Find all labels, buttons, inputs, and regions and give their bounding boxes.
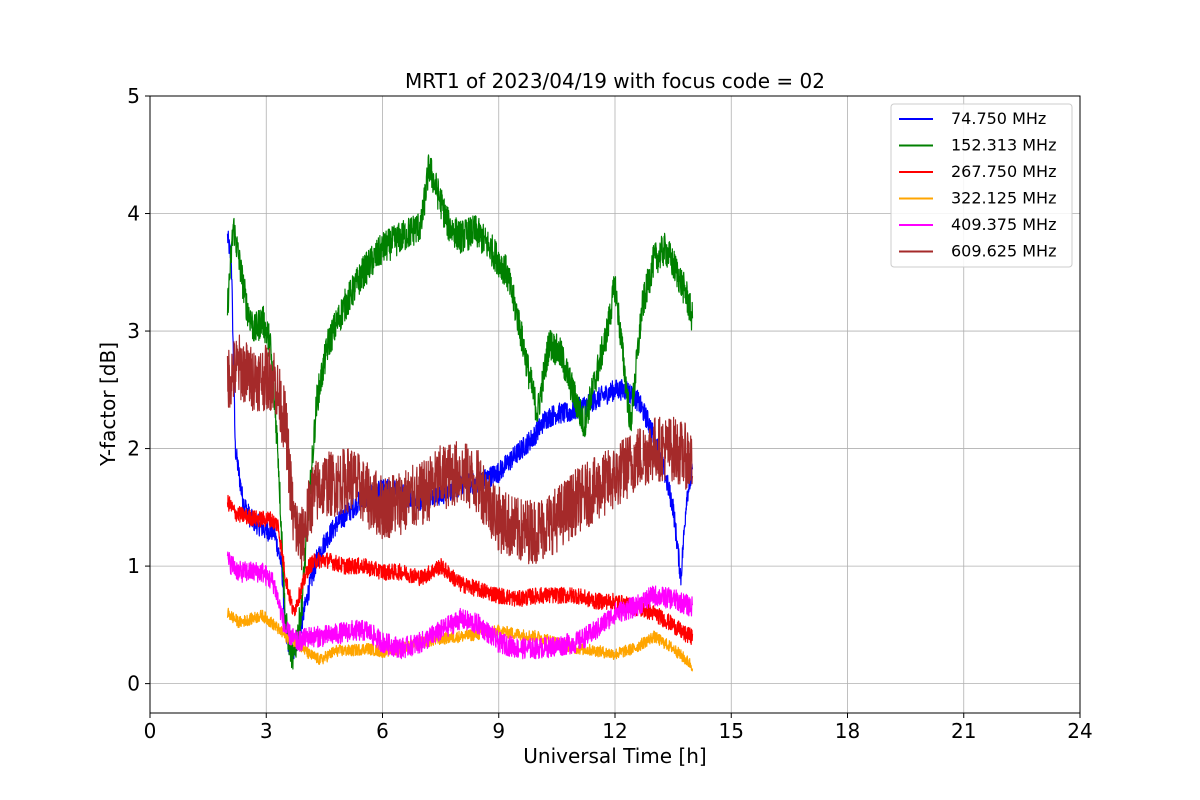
plot-frame bbox=[149, 95, 1081, 714]
y-tick-label: 2 bbox=[127, 437, 140, 461]
y-axis-label: Y-factor [dB] bbox=[96, 342, 120, 467]
legend-label: 74.750 MHz bbox=[951, 109, 1046, 128]
series-layer bbox=[226, 154, 694, 672]
y-tick-label: 4 bbox=[127, 202, 140, 226]
legend-label: 322.125 MHz bbox=[951, 189, 1056, 208]
chart-title: MRT1 of 2023/04/19 with focus code = 02 bbox=[405, 69, 825, 93]
legend-label: 409.375 MHz bbox=[951, 215, 1056, 234]
y-tick-label: 3 bbox=[127, 319, 140, 343]
legend-box bbox=[890, 103, 1073, 268]
x-tick-label: 24 bbox=[1067, 719, 1092, 743]
legend-label: 609.625 MHz bbox=[951, 242, 1056, 261]
y-tick-label: 5 bbox=[127, 84, 140, 108]
series-line bbox=[226, 154, 694, 670]
y-tick-label: 1 bbox=[127, 554, 140, 578]
x-tick-label: 0 bbox=[144, 719, 157, 743]
x-axis-label: Universal Time [h] bbox=[523, 744, 706, 768]
x-tick-label: 12 bbox=[602, 719, 627, 743]
x-tick-label: 3 bbox=[260, 719, 273, 743]
legend-label: 267.750 MHz bbox=[951, 162, 1056, 181]
legend-label: 152.313 MHz bbox=[951, 136, 1056, 155]
x-tick-label: 15 bbox=[719, 719, 744, 743]
y-tick-label: 0 bbox=[127, 672, 140, 696]
x-tick-label: 21 bbox=[951, 719, 976, 743]
x-tick-label: 18 bbox=[835, 719, 860, 743]
x-tick-label: 9 bbox=[492, 719, 505, 743]
series-line bbox=[226, 551, 694, 660]
legend: 74.750 MHz 152.313 MHz 267.750 MHz 322.125 … bbox=[890, 103, 1073, 268]
x-tick-label: 6 bbox=[376, 719, 389, 743]
series-line bbox=[226, 334, 694, 571]
